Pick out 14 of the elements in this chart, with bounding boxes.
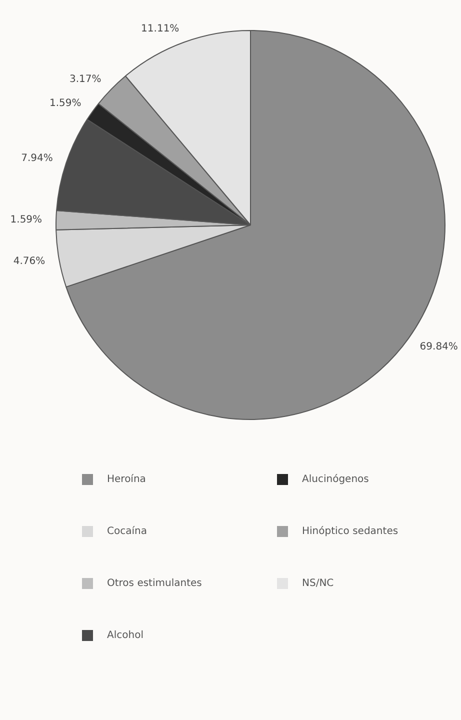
legend-label: Hinóptico sedantes xyxy=(302,526,398,536)
data-label: 69.84% xyxy=(420,341,458,352)
legend-label: Cocaína xyxy=(107,526,147,536)
legend-label: Alcohol xyxy=(107,630,144,640)
data-label: 4.76% xyxy=(13,256,46,267)
legend-label: Alucinógenos xyxy=(302,474,369,484)
data-label: 7.94% xyxy=(21,153,53,164)
legend-label: Otros estimulantes xyxy=(107,578,202,588)
data-label: 11.11% xyxy=(141,24,180,35)
data-label: 3.17% xyxy=(69,74,102,85)
data-label: 1.59% xyxy=(10,214,42,226)
data-label: 1.59% xyxy=(49,98,82,109)
legend-label: Heroína xyxy=(107,474,146,484)
legend-label: NS/NC xyxy=(302,578,334,588)
